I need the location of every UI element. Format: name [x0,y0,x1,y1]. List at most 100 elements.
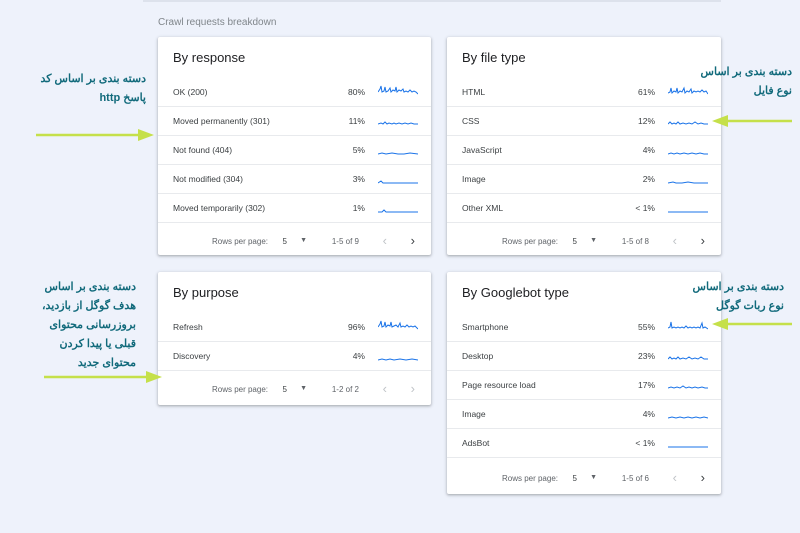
rows-per-page-select[interactable]: 5 [572,474,577,483]
section-title: Crawl requests breakdown [158,17,277,28]
rows-per-page-select[interactable]: 5 [282,237,287,246]
chevron-left-icon[interactable]: ‹ [382,233,387,248]
pagination: Rows per page: 5 ▼ 1-2 of 2 ‹ › [158,374,431,404]
row-label: Not found (404) [173,145,233,155]
rows-per-page-label: Rows per page: [211,237,268,246]
row-percent: 1% [352,203,365,213]
row-percent: < 1% [635,438,655,448]
card-by-googlebot-type: By Googlebot type Smartphone 55% Desktop… [447,272,721,494]
sparkline [668,181,708,184]
arrow-drop-down-icon[interactable]: ▼ [300,385,307,392]
row-label: Moved permanently (301) [173,116,270,126]
sparkline [668,211,708,213]
chevron-right-icon[interactable]: › [700,233,705,248]
row-label: Image [462,409,486,419]
annotation-line: نوع فایل [753,85,792,97]
row-percent: 2% [642,174,655,184]
table-row[interactable]: AdsBot < 1% [447,428,721,458]
row-percent: 11% [348,116,365,126]
table-row[interactable]: Other XML < 1% [447,193,721,223]
row-percent: 17% [637,380,655,390]
card-by-purpose: By purpose Refresh 96% Discovery 4% Rows… [158,272,431,405]
sparkline [378,320,418,330]
row-percent: 4% [642,409,655,419]
page-range: 1-2 of 2 [331,385,359,394]
card-title: By response [173,50,246,65]
table-row[interactable]: Discovery 4% [158,341,431,371]
table-row[interactable]: Refresh 96% [158,312,431,342]
row-label: Other XML [462,203,504,213]
card-by-response: By response OK (200) 80% Moved permanent… [158,37,431,255]
rows-per-page-label: Rows per page: [501,474,558,483]
table-row[interactable]: Page resource load 17% [447,370,721,400]
annotation-line: بروزرسانی محتوای [49,319,136,331]
row-label: Refresh [173,322,203,332]
table-row[interactable]: Moved permanently (301) 11% [158,106,431,136]
row-percent: 96% [347,322,365,332]
sparkline [378,180,418,184]
table-row[interactable]: Smartphone 55% [447,312,721,342]
chevron-left-icon[interactable]: ‹ [672,233,677,248]
table-row[interactable]: OK (200) 80% [158,77,431,107]
rows-per-page-select[interactable]: 5 [572,237,577,246]
page-range: 1-5 of 6 [621,474,649,483]
pagination: Rows per page: 5 ▼ 1-5 of 8 ‹ › [447,226,721,256]
sparkline [378,121,418,125]
annotation-filetype: دسته بندی بر اساس نوع فایل [660,63,792,101]
annotation-line: دسته بندی بر اساس [700,66,792,78]
card-title: By purpose [173,285,239,300]
table-row[interactable]: Not found (404) 5% [158,135,431,165]
sparkline [378,358,418,361]
table-row[interactable]: HTML 61% [447,77,721,107]
annotation-line: قبلی یا پیدا کردن [59,338,136,350]
sparkline [378,152,418,155]
arrow-drop-down-icon[interactable]: ▼ [590,474,597,481]
pagination: Rows per page: 5 ▼ 1-5 of 6 ‹ › [447,463,721,493]
row-label: Page resource load [462,380,536,390]
table-row[interactable]: Moved temporarily (302) 1% [158,193,431,223]
table-row[interactable]: CSS 12% [447,106,721,136]
row-percent: 80% [347,87,365,97]
pagination: Rows per page: 5 ▼ 1-5 of 9 ‹ › [158,226,431,256]
annotation-line: نوع ربات گوگل [716,300,784,312]
card-title: By Googlebot type [462,285,569,300]
row-percent: 61% [637,87,655,97]
chevron-right-icon[interactable]: › [410,233,415,248]
annotation-line: هدف گوگل از بازدید، [41,300,136,312]
annotation-response: دسته بندی بر اساس کد پاسخ http [20,70,146,108]
sparkline [668,356,708,360]
row-label: HTML [462,87,486,97]
rows-per-page-select[interactable]: 5 [282,385,287,394]
sparkline [668,152,708,155]
row-label: AdsBot [462,438,490,448]
row-label: Moved temporarily (302) [173,203,266,213]
sparkline [668,86,708,95]
annotation-line: پاسخ http [99,92,146,104]
chevron-left-icon[interactable]: ‹ [382,381,387,396]
table-row[interactable]: Image 2% [447,164,721,194]
table-row[interactable]: JavaScript 4% [447,135,721,165]
chevron-right-icon[interactable]: › [410,381,415,396]
sparkline [378,85,418,95]
arrow-right-icon [36,129,154,141]
sparkline [378,209,418,213]
table-row[interactable]: Desktop 23% [447,341,721,371]
row-percent: 5% [352,145,365,155]
arrow-drop-down-icon[interactable]: ▼ [300,237,307,244]
row-label: Discovery [173,351,211,361]
row-label: OK (200) [173,87,208,97]
table-row[interactable]: Image 4% [447,399,721,429]
top-divider [143,0,721,2]
table-row[interactable]: Not modified (304) 3% [158,164,431,194]
row-label: Desktop [462,351,494,361]
chevron-right-icon[interactable]: › [700,470,705,485]
page-range: 1-5 of 8 [621,237,649,246]
chevron-left-icon[interactable]: ‹ [672,470,677,485]
sparkline [668,416,708,419]
arrow-left-icon [712,115,792,127]
card-by-file-type: By file type HTML 61% CSS 12% JavaScript… [447,37,721,255]
arrow-right-icon [44,371,162,383]
arrow-drop-down-icon[interactable]: ▼ [590,237,597,244]
row-percent: < 1% [635,203,655,213]
card-title: By file type [462,50,526,65]
